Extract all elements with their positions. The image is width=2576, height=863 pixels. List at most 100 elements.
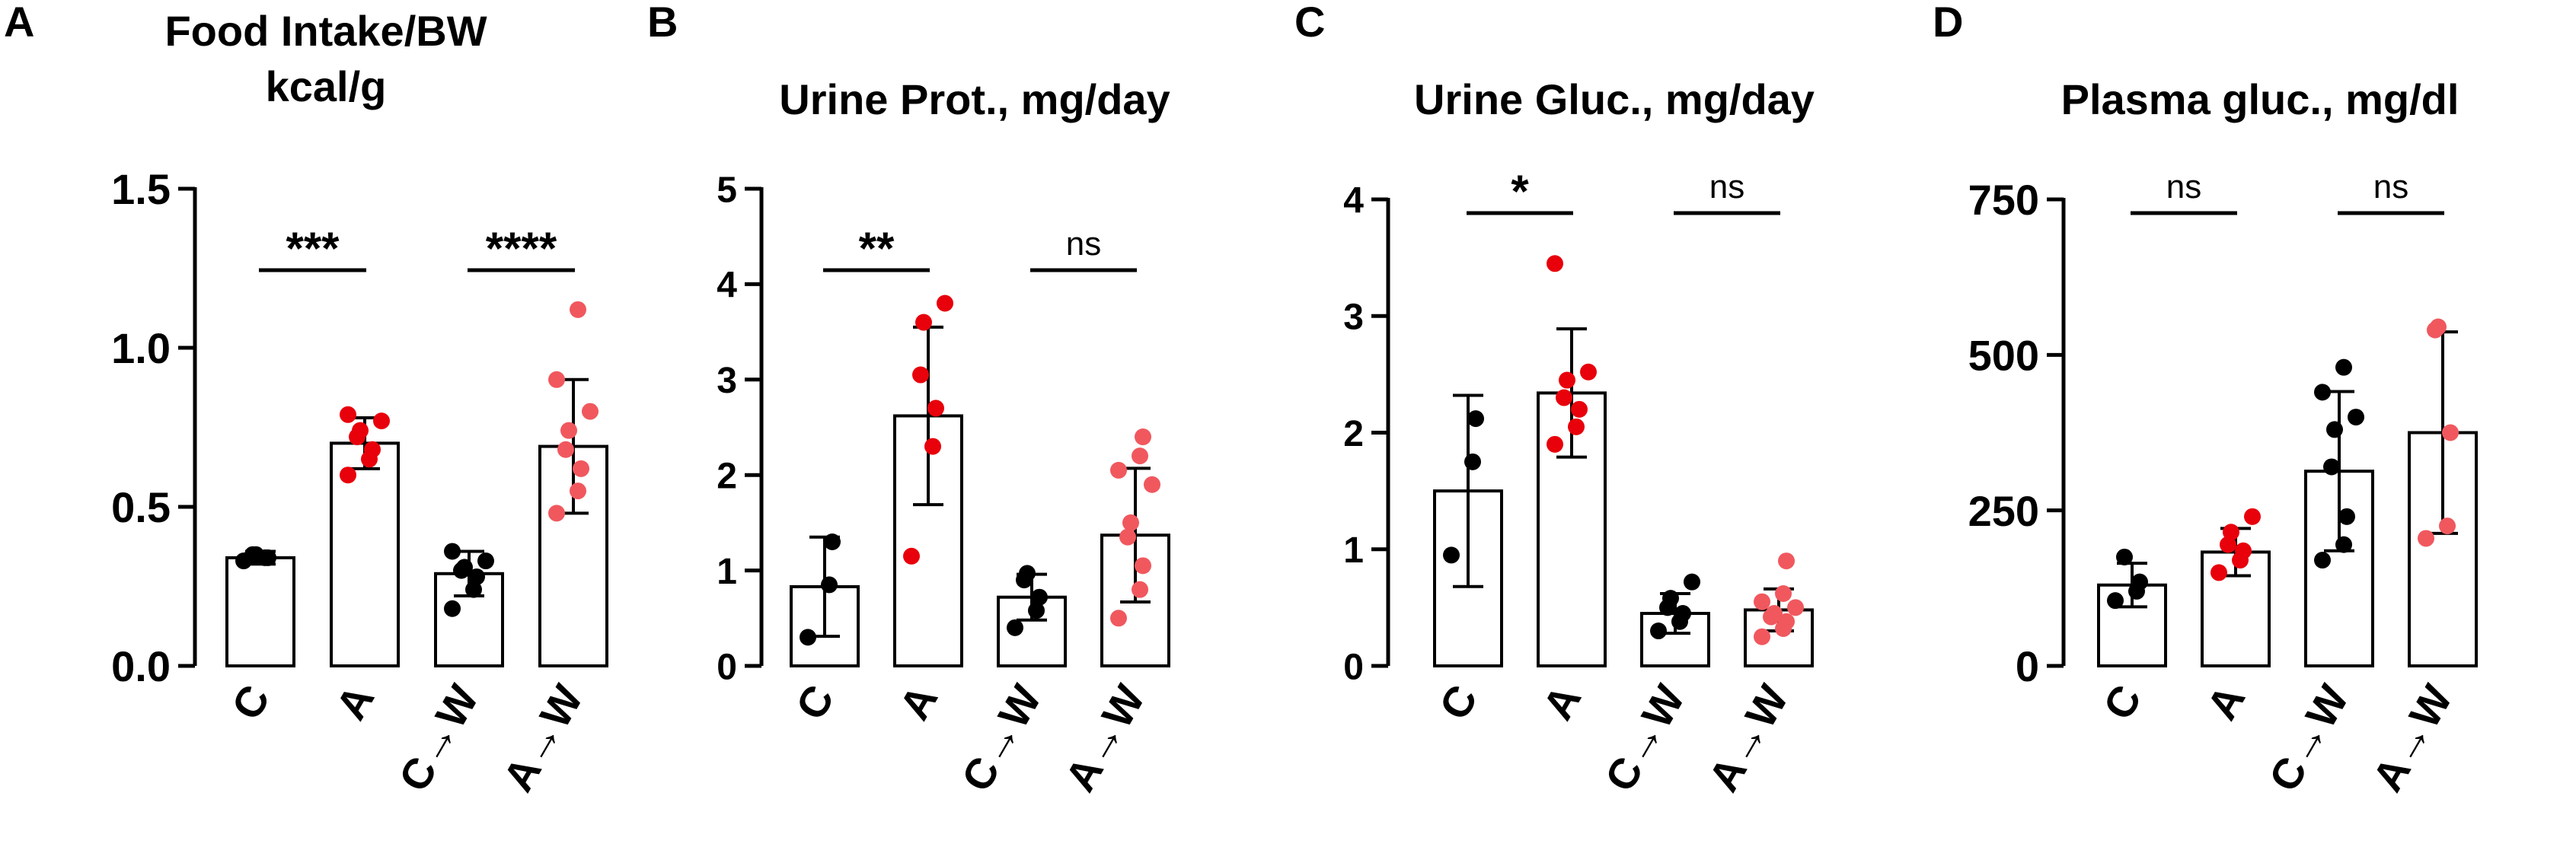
y-tick-label: 500 [1968, 331, 2039, 379]
data-point [340, 467, 356, 484]
chart-title: Plasma gluc., mg/dl [2061, 75, 2459, 123]
data-point [2211, 564, 2227, 581]
x-tick-label: A [327, 677, 384, 728]
data-point [1571, 400, 1588, 418]
data-point [1007, 619, 1023, 636]
data-point [1464, 453, 1481, 470]
data-point [477, 553, 494, 570]
data-point [800, 629, 816, 646]
data-point [364, 441, 381, 458]
chart-title: Food Intake/BW [164, 7, 487, 55]
significance-label: ns [1066, 225, 1101, 263]
y-tick-label: 0 [2016, 642, 2039, 690]
data-point [1556, 389, 1572, 406]
significance-label: *** [286, 223, 340, 274]
y-tick-label: 1 [717, 552, 737, 592]
x-tick-label: C→W [389, 677, 487, 799]
x-tick-label: C→W [952, 677, 1050, 799]
data-point [1754, 593, 1770, 610]
x-tick-label: C [1430, 677, 1487, 728]
data-point [1144, 476, 1160, 493]
data-point [1132, 447, 1148, 465]
data-point [1568, 418, 1585, 435]
x-tick-label: A [890, 677, 947, 728]
data-point [1778, 613, 1795, 630]
y-tick-label: 2 [1343, 414, 1364, 454]
data-point [340, 406, 356, 423]
data-point [2235, 542, 2252, 559]
data-point [582, 403, 599, 420]
data-point [1674, 605, 1691, 623]
data-point [373, 412, 390, 430]
chart-title: Urine Prot., mg/day [779, 75, 1170, 123]
data-point [1787, 599, 1804, 616]
data-point [903, 547, 920, 565]
data-point [1559, 371, 1575, 389]
data-point [1650, 623, 1667, 640]
data-point [1684, 573, 1700, 591]
y-tick-label: 0.0 [111, 642, 171, 690]
data-point [2131, 573, 2148, 591]
data-point [456, 559, 473, 576]
significance-label: ns [2166, 168, 2201, 205]
panel-label: A [4, 0, 34, 46]
y-tick-label: 4 [1343, 180, 1364, 221]
data-point [1110, 610, 1127, 627]
data-point [1031, 588, 1048, 606]
data-point [2430, 318, 2447, 336]
data-point [573, 460, 589, 477]
y-tick-label: 1.5 [111, 165, 171, 213]
significance-label: * [1511, 166, 1529, 217]
significance-label: **** [486, 223, 557, 274]
y-tick-label: 1.0 [111, 324, 171, 372]
x-tick-label: A→W [493, 677, 592, 799]
y-tick-label: 0.5 [111, 483, 171, 531]
y-tick-label: 1 [1343, 530, 1364, 571]
data-point [2326, 421, 2343, 438]
data-point [1778, 553, 1795, 570]
significance-label: ** [859, 223, 895, 274]
data-point [1119, 528, 1136, 546]
significance-label: ns [2373, 168, 2408, 205]
data-point [548, 371, 565, 388]
data-point [2439, 517, 2456, 535]
data-point [2244, 508, 2261, 525]
data-point [2314, 552, 2331, 569]
chart-title: kcal/g [266, 62, 387, 110]
panel-b: B Urine Prot., mg/day 0 1 2 3 4 5 C A C→W A→W ** ns [647, 0, 1170, 799]
panel-d: D Plasma gluc., mg/dl 0 250 500 750 C A C→W A→W ns… [1933, 0, 2478, 799]
data-point [937, 295, 953, 312]
data-point [1547, 435, 1563, 453]
data-point [1132, 581, 1148, 598]
panel-label: D [1933, 0, 1963, 46]
data-point [560, 422, 577, 439]
y-tick-label: 0 [717, 647, 737, 687]
data-point [444, 543, 461, 560]
y-tick-label: 250 [1968, 487, 2039, 535]
data-point [821, 576, 838, 594]
chart-title: Urine Gluc., mg/day [1414, 75, 1815, 123]
data-point [1122, 514, 1139, 531]
x-tick-label: C [787, 677, 844, 728]
data-point [1775, 584, 1792, 602]
y-tick-label: 0 [1343, 647, 1364, 687]
y-tick-label: 750 [1968, 176, 2039, 224]
data-point [1580, 363, 1597, 381]
data-point [1467, 410, 1484, 428]
data-point [924, 438, 941, 455]
data-point [1662, 590, 1679, 607]
data-point [1028, 602, 1045, 619]
data-point [2335, 536, 2352, 553]
x-tick-label: A→W [2363, 677, 2461, 799]
y-tick-label: 4 [717, 266, 737, 306]
x-tick-label: C→W [2259, 677, 2357, 799]
data-point [2314, 384, 2331, 401]
data-point [247, 546, 264, 563]
data-point [1019, 565, 1036, 582]
data-point [548, 505, 565, 522]
x-tick-label: A→W [1699, 677, 1797, 799]
data-point [2223, 524, 2239, 541]
x-tick-label: C→W [1595, 677, 1693, 799]
